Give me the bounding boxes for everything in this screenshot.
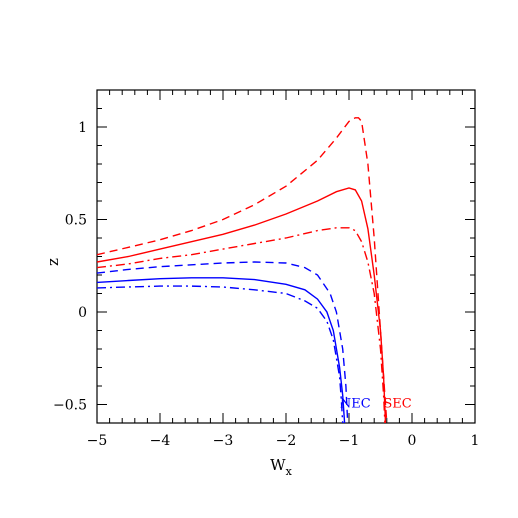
tick-label-layer: −5 −4 −3 −2 −1 0 1 −0.5 0 0.5 1 [53,120,479,449]
y-axis-label: z [44,258,62,266]
x-tick-label: −3 [213,433,234,449]
x-tick-label: 1 [471,433,480,449]
x-tick-label: −2 [276,433,297,449]
x-axis-label: Wx [270,456,292,478]
y-tick-label: −0.5 [53,398,87,414]
series-line-1 [96,117,388,424]
plot-frame [96,89,476,424]
series-line-6 [96,285,344,424]
annotation-layer: NEC SEC [340,396,412,411]
x-tick-label: 0 [408,433,417,449]
series-line-2 [96,187,387,424]
series-layer [96,117,388,424]
annotation-nec: NEC [340,396,371,411]
x-tick-label: −1 [339,433,360,449]
y-tick-label: 0 [78,305,87,321]
y-tick-label: 0.5 [65,213,87,229]
series-line-5 [96,277,346,424]
series-line-4 [96,261,349,424]
y-tick-label: 1 [78,120,87,136]
x-axis-label-subscript: x [286,465,293,478]
tick-layer [96,89,476,424]
x-tick-label: −4 [150,433,171,449]
series-line-3 [96,227,386,424]
annotation-sec: SEC [383,396,411,411]
x-tick-label: −5 [87,433,108,449]
